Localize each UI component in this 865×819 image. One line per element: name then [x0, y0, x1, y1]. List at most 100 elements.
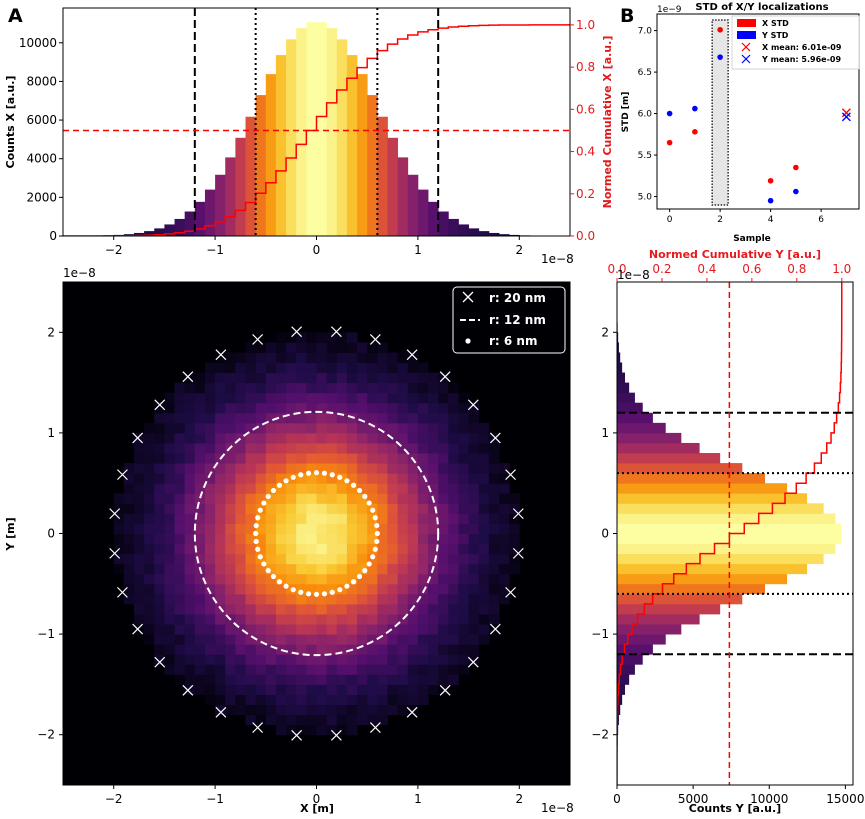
heatmap-cell [438, 624, 449, 635]
heatmap-cell [184, 402, 196, 414]
heatmap-cell [204, 553, 216, 565]
heatmap-cell [174, 593, 186, 605]
heatmap-cell [123, 553, 135, 565]
heatmap-cell [194, 432, 206, 444]
heatmap-cell [296, 714, 307, 726]
ring-6nm-dot [265, 567, 271, 574]
heatmap-cell [154, 432, 165, 444]
heatmap-cell [133, 543, 145, 555]
heatmap-cell [235, 603, 247, 615]
heatmap-cell [357, 553, 368, 565]
heatmap-cell [133, 503, 145, 514]
heatmap-cell [499, 503, 510, 514]
heatmap-cell [488, 593, 500, 605]
heatmap-cell [265, 402, 277, 414]
heatmap-cell [225, 453, 236, 464]
ring-6nm-dot [337, 474, 343, 480]
heatmap-cell [346, 352, 358, 363]
heatmap-cell [316, 664, 328, 675]
heatmap-cell [336, 634, 348, 645]
heatmap-cell [296, 654, 307, 665]
heatmap-cell [204, 583, 216, 595]
ring-6nm-dot [329, 589, 335, 595]
heatmap-cell [245, 543, 257, 555]
heatmap-cell [215, 553, 226, 565]
heatmap-cell [275, 362, 287, 374]
heatmap-cell [357, 463, 368, 474]
heatmap-cell [164, 473, 176, 484]
hist-y-bar [617, 583, 766, 595]
heatmap-cell [204, 483, 216, 494]
std-point [793, 188, 799, 195]
std-mean-marker [841, 108, 851, 118]
ring-6nm-dot [261, 500, 267, 506]
heatmap-cell [154, 473, 165, 484]
heatmap-cell [194, 573, 206, 585]
heatmap-cell [275, 483, 287, 494]
heatmap-cell [417, 523, 429, 534]
heatmap-cell [316, 654, 328, 665]
ring-6nm-dot [321, 470, 328, 476]
heatmap-cell [306, 664, 317, 675]
hist-y-bar [617, 553, 824, 565]
heatmap-cell [164, 563, 176, 575]
heatmap-cell [438, 593, 449, 605]
heatmap-cell [367, 422, 378, 434]
hist-x-bar [336, 39, 348, 236]
top-xtick-label: −2 [105, 243, 123, 257]
heatmap-cell [407, 412, 419, 424]
heatmap-cell [377, 573, 388, 585]
heatmap-cell [397, 603, 409, 615]
right-xtick-label: 10000 [750, 792, 788, 806]
heatmap-cell [306, 422, 317, 434]
heatmap-cell [235, 362, 247, 374]
heatmap-cell [316, 704, 328, 716]
heatmap-cell [326, 634, 338, 645]
heatmap-cell [306, 442, 317, 454]
heatmap-cell [438, 573, 449, 585]
heatmap-cell [225, 503, 236, 514]
heatmap-cell [387, 402, 399, 414]
heatmap-cell [417, 533, 429, 545]
right-ytick-label: −1 [591, 627, 609, 641]
heatmap-cell [336, 533, 348, 545]
heatmap-cell [438, 432, 449, 444]
ring-6nm-dot [305, 470, 312, 476]
heatmap-cell [194, 583, 206, 595]
heatmap-cell [407, 674, 419, 685]
heatmap-cell [397, 483, 409, 494]
hist-x-bar [296, 28, 307, 236]
heatmap-cell [215, 402, 226, 414]
heatmap-cell [346, 573, 358, 585]
ring-20nm-marker [154, 656, 166, 668]
heatmap-cell [448, 664, 459, 675]
heatmap-cell [194, 603, 206, 615]
heatmap-cell [346, 583, 358, 595]
heatmap-cell [438, 533, 449, 545]
ring-20nm-marker [291, 729, 303, 741]
heatmap-cell [235, 453, 247, 464]
heatmap-cell [336, 382, 348, 394]
heatmap-cell [316, 493, 328, 504]
heatmap-cell [428, 583, 439, 595]
heatmap-cell [174, 533, 186, 545]
heatmap-cell [326, 342, 338, 353]
hist-x-bar [468, 228, 480, 236]
heatmap-cell [184, 382, 196, 394]
heatmap-cell [215, 654, 226, 665]
heatmap-cell [235, 432, 247, 444]
heatmap-cell [377, 644, 388, 655]
heatmap-cell [407, 352, 419, 363]
heatmap-cell [438, 513, 449, 524]
heatmap-cell [306, 613, 317, 625]
heatmap-cell [174, 453, 186, 464]
heatmap-cell [407, 634, 419, 645]
heatmap-cell [235, 684, 247, 695]
heatmap-cell [336, 684, 348, 695]
heatmap-cell [407, 523, 419, 534]
heatmap-cell [164, 593, 176, 605]
heatmap-cell [306, 473, 317, 484]
heatmap-cell [336, 332, 348, 343]
heatmap-cell [306, 432, 317, 444]
heatmap-cell [133, 432, 145, 444]
